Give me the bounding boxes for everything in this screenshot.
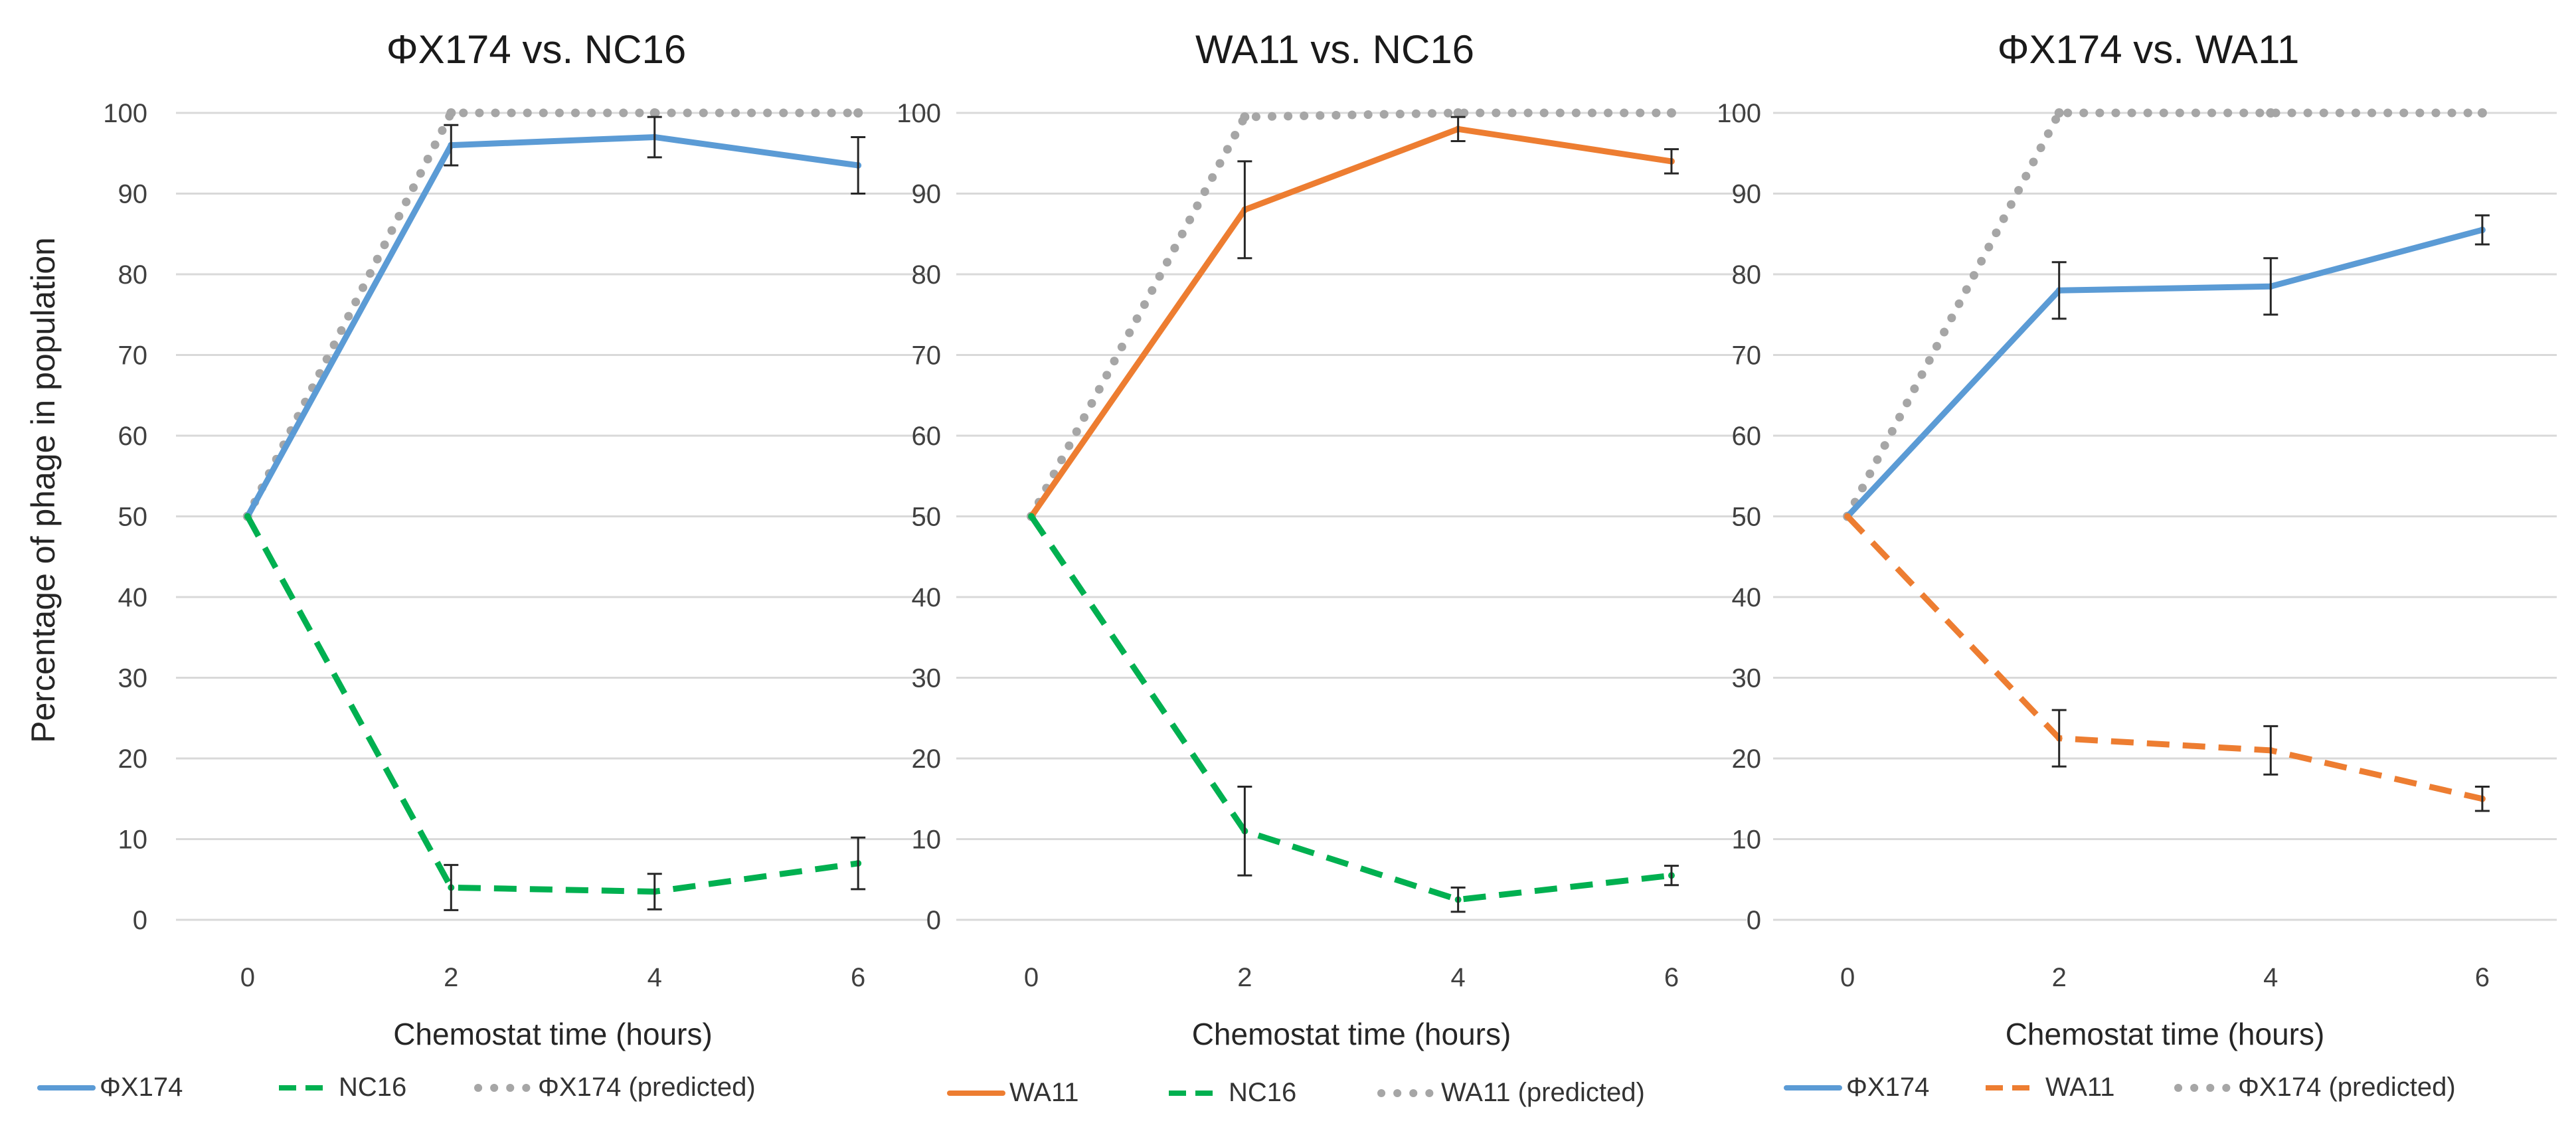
y-tick-label: 0 bbox=[926, 906, 941, 935]
x-tick-label: 0 bbox=[1024, 963, 1039, 992]
series-line-nc16 bbox=[1029, 514, 1672, 903]
x-tick-label: 2 bbox=[444, 963, 458, 992]
y-tick-label: 60 bbox=[1732, 422, 1762, 451]
data-point bbox=[2266, 108, 2276, 118]
data-point bbox=[649, 108, 659, 118]
x-axis-label: Chemostat time (hours) bbox=[2006, 1017, 2325, 1051]
y-tick-label: 100 bbox=[897, 99, 941, 128]
chart-panel-1: ΦX174 vs. NC16 0 10 20 30 40 50 60 70 80 90 100 0 2 4 6… bbox=[37, 27, 930, 1102]
data-point bbox=[853, 108, 863, 118]
legend-entry: WA11 bbox=[2045, 1073, 2114, 1102]
y-tick-label: 40 bbox=[912, 583, 942, 612]
x-tick-label: 6 bbox=[2475, 963, 2490, 992]
x-tick-label: 4 bbox=[647, 963, 662, 992]
x-tick-label: 2 bbox=[2052, 963, 2067, 992]
y-tick-label: 50 bbox=[118, 503, 148, 532]
x-tick-label: 6 bbox=[851, 963, 865, 992]
data-point bbox=[446, 108, 456, 118]
x-tick-label: 4 bbox=[2263, 963, 2278, 992]
chart-title: WA11 vs. NC16 bbox=[1195, 27, 1474, 72]
chart-panel-2: WA11 vs. NC16 0 10 20 30 40 50 60 70 80 90 100 0 2 4 6 C… bbox=[897, 27, 1747, 1107]
y-tick-label: 40 bbox=[118, 583, 148, 612]
y-tick-label: 40 bbox=[1732, 583, 1762, 612]
y-tick-label: 10 bbox=[912, 826, 942, 855]
y-tick-label: 10 bbox=[118, 826, 148, 855]
data-point bbox=[1240, 112, 1250, 122]
x-tick-label: 0 bbox=[240, 963, 255, 992]
legend-entry: ΦX174 bbox=[100, 1073, 183, 1102]
data-point bbox=[244, 513, 251, 520]
series-line-wa11-predicted- bbox=[1027, 108, 1676, 521]
legend-entry: ΦX174 (predicted) bbox=[2238, 1073, 2456, 1102]
legend-entry: NC16 bbox=[339, 1073, 406, 1102]
y-tick-label: 100 bbox=[1717, 99, 1761, 128]
data-point bbox=[1028, 513, 1035, 520]
y-tick-label: 90 bbox=[912, 180, 942, 209]
x-axis-label: Chemostat time (hours) bbox=[1192, 1017, 1511, 1051]
y-tick-label: 0 bbox=[133, 906, 147, 935]
legend-entry: NC16 bbox=[1229, 1078, 1296, 1107]
series-line-nc16 bbox=[244, 515, 859, 895]
y-tick-label: 70 bbox=[912, 341, 942, 371]
y-tick-label: 80 bbox=[118, 260, 148, 290]
legend-entry: WA11 bbox=[1009, 1078, 1078, 1107]
y-tick-label: 30 bbox=[1732, 664, 1762, 693]
chart-title: ΦX174 vs. WA11 bbox=[1998, 27, 2300, 72]
series-line--x174-predicted- bbox=[243, 108, 863, 521]
y-tick-label: 50 bbox=[912, 503, 942, 532]
y-tick-label: 70 bbox=[1732, 341, 1762, 371]
y-tick-label: 10 bbox=[1732, 826, 1762, 855]
legend-entry: ΦX174 (predicted) bbox=[538, 1073, 756, 1102]
y-tick-label: 0 bbox=[1747, 906, 1761, 935]
series-line--x174 bbox=[1844, 226, 2486, 519]
series-line--x174 bbox=[244, 133, 861, 519]
legend-entry: WA11 (predicted) bbox=[1441, 1078, 1645, 1107]
y-tick-label: 20 bbox=[1732, 744, 1762, 774]
y-tick-label: 60 bbox=[912, 422, 942, 451]
legend-entry: ΦX174 bbox=[1846, 1073, 1929, 1102]
x-axis-label: Chemostat time (hours) bbox=[393, 1017, 713, 1051]
x-tick-label: 6 bbox=[1664, 963, 1679, 992]
y-tick-label: 80 bbox=[1732, 260, 1762, 290]
y-tick-label: 90 bbox=[1732, 180, 1762, 209]
y-tick-label: 20 bbox=[912, 744, 942, 774]
chart-panel-3: ΦX174 vs. WA11 0 10 20 30 40 50 60 70 80 90 100 0 2 4 6… bbox=[1717, 27, 2557, 1102]
series-line-wa11 bbox=[1028, 126, 1675, 519]
data-point bbox=[1666, 108, 1676, 118]
data-point bbox=[1453, 108, 1463, 118]
x-tick-label: 0 bbox=[1840, 963, 1855, 992]
series-line-wa11 bbox=[1845, 514, 2483, 802]
y-axis-label: Percentage of phage in population bbox=[25, 237, 62, 743]
x-tick-label: 4 bbox=[1451, 963, 1466, 992]
y-tick-label: 20 bbox=[118, 744, 148, 774]
y-tick-label: 80 bbox=[912, 260, 942, 290]
chart-title: ΦX174 vs. NC16 bbox=[386, 27, 686, 72]
y-tick-label: 30 bbox=[118, 664, 148, 693]
y-tick-label: 90 bbox=[118, 180, 148, 209]
data-point bbox=[2477, 108, 2487, 118]
y-tick-label: 100 bbox=[103, 99, 147, 128]
y-tick-label: 70 bbox=[118, 341, 148, 371]
data-point bbox=[1844, 513, 1851, 520]
y-tick-label: 50 bbox=[1732, 503, 1762, 532]
x-tick-label: 2 bbox=[1237, 963, 1252, 992]
data-point bbox=[2054, 108, 2064, 118]
y-tick-label: 30 bbox=[912, 664, 942, 693]
series-line--x174-predicted- bbox=[1843, 108, 2487, 521]
y-tick-label: 60 bbox=[118, 422, 148, 451]
